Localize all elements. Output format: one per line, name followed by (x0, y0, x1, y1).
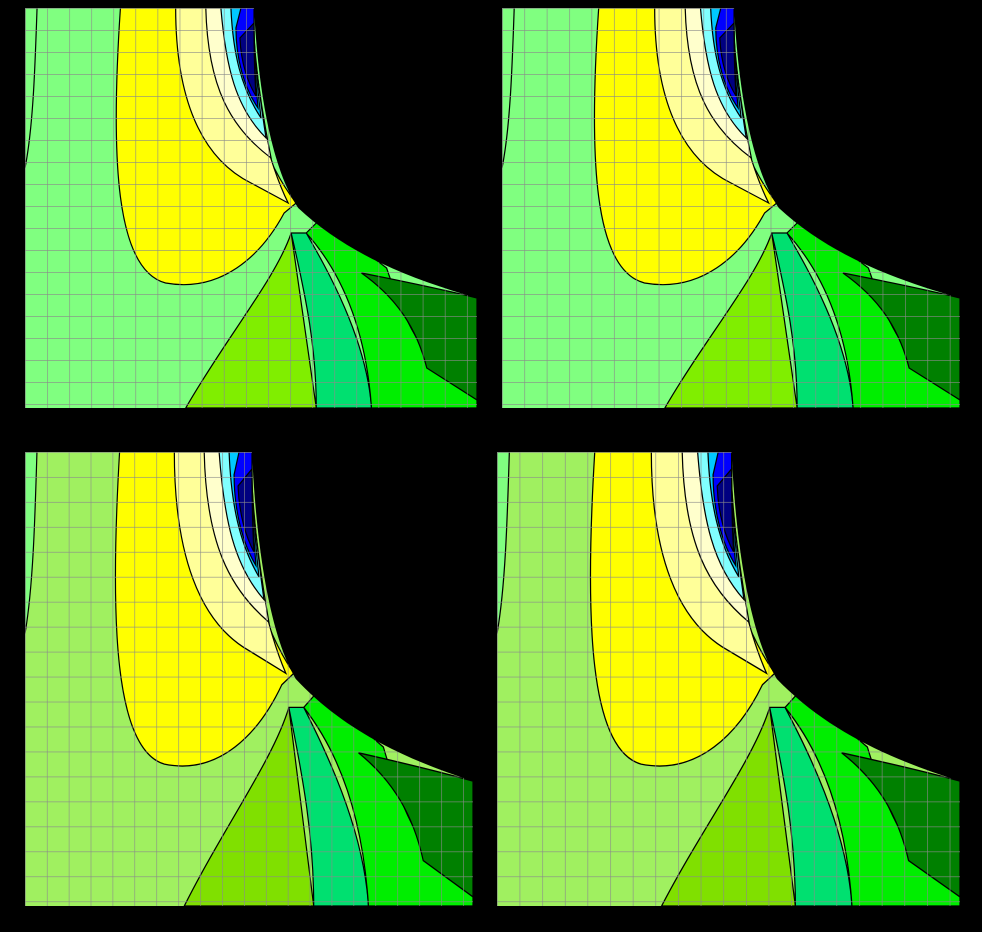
page (0, 0, 982, 932)
contour-panel (502, 8, 960, 408)
contour-panel (25, 452, 473, 906)
contour-panel (497, 452, 960, 906)
contour-panel (25, 8, 477, 408)
screenshot (0, 0, 982, 932)
